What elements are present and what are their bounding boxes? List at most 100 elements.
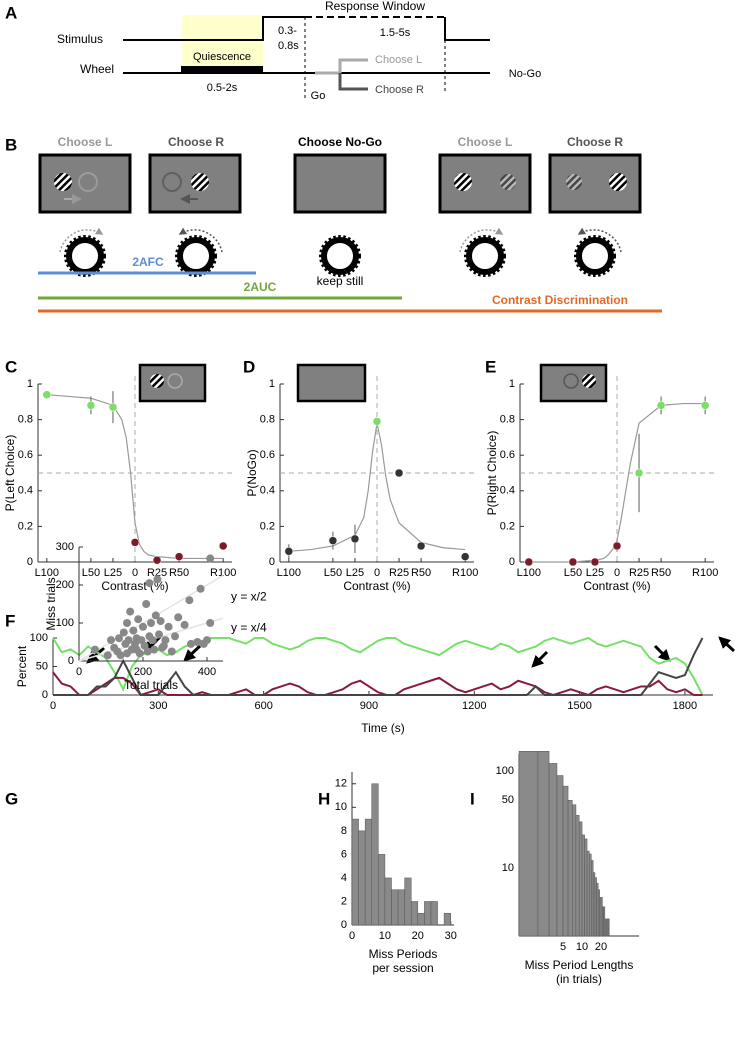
y-tick-label: 1 (27, 378, 33, 390)
x-axis-label: Contrast (%) (583, 579, 650, 593)
x-tick-label: 0 (614, 567, 620, 579)
data-point (196, 584, 205, 593)
data-point (143, 647, 152, 656)
x-tick-label: 0 (50, 700, 56, 712)
data-point (156, 617, 165, 626)
data-point (115, 634, 123, 643)
x-tick-label: R100 (210, 567, 236, 579)
grating (582, 374, 596, 388)
data-point (524, 557, 534, 567)
bar (404, 877, 412, 926)
stimulus-trace (444, 17, 490, 41)
data-point (164, 622, 173, 631)
x-tick-label: 20 (595, 941, 607, 953)
task-label: 2AFC (132, 255, 164, 269)
bar (591, 860, 594, 937)
data-point (148, 636, 157, 645)
arrow (183, 644, 202, 662)
label: Wheel (80, 62, 114, 76)
data-point (180, 620, 189, 629)
screen (438, 153, 532, 214)
task-label: 2AUC (244, 280, 277, 294)
quiescence-box (181, 15, 263, 73)
y-tick-label: 0.6 (500, 449, 515, 461)
data-point (284, 547, 294, 556)
bar (592, 872, 596, 937)
data-point (124, 636, 133, 645)
target-ring (167, 373, 183, 389)
screen-title: Choose No-Go (298, 135, 382, 149)
screen-title: Choose L (458, 135, 513, 149)
x-tick-label: 0 (76, 666, 82, 678)
label: 1.5-5s (380, 27, 411, 39)
x-tick-label: R50 (169, 567, 189, 579)
data-point (107, 636, 115, 645)
insets (138, 363, 608, 403)
y-tick-label: 8 (341, 825, 347, 837)
bar (588, 853, 592, 937)
x-tick-label: R100 (452, 567, 478, 579)
fit-curve (46, 394, 224, 560)
screen (38, 153, 132, 214)
bar (384, 877, 392, 926)
y-axis-label: Percent (15, 645, 29, 687)
y-tick-label: 0 (42, 689, 48, 701)
y-tick-label: 0.4 (260, 485, 275, 497)
y-tick-label: 50 (36, 660, 48, 672)
panel-label: E (485, 357, 496, 376)
arrow (653, 644, 671, 662)
data-point (634, 468, 644, 478)
annotation-arrows (86, 635, 736, 668)
data-point (108, 402, 118, 412)
data-point (152, 555, 162, 565)
screen (293, 153, 387, 214)
y-tick-label: 0.2 (260, 520, 275, 532)
bar (410, 901, 419, 926)
y-tick-label: 0.4 (18, 485, 33, 497)
x-tick-label: L100 (517, 567, 541, 579)
grating (609, 173, 627, 191)
data-point (142, 600, 151, 608)
panel-label: A (5, 3, 17, 22)
data-point (700, 401, 710, 410)
wheel-grip (64, 235, 106, 277)
label: No-Go (509, 68, 541, 80)
label: Choose R (375, 84, 424, 96)
bar (575, 815, 580, 937)
x-tick-label: 1200 (462, 700, 486, 712)
grating (454, 173, 472, 191)
x-tick-label: 0 (374, 567, 380, 579)
data-point (155, 630, 163, 639)
x-tick-label: 600 (254, 700, 272, 712)
x-tick-label: R25 (629, 567, 649, 579)
wheel (576, 237, 614, 275)
x-tick-label: L100 (35, 567, 59, 579)
data-point (372, 417, 382, 426)
x-axis-label: (in trials) (556, 972, 602, 986)
x-tick-label: 10 (576, 941, 588, 953)
data-point (568, 557, 578, 567)
bar (358, 830, 366, 926)
grating (191, 173, 209, 191)
y-tick-label: 0.2 (18, 520, 33, 532)
panel-label: D (243, 357, 255, 376)
wheel-grip (319, 235, 361, 277)
x-axis-label: Miss Periods (369, 947, 438, 961)
task-label: Contrast Discrimination (492, 293, 628, 307)
inset-screen (296, 363, 367, 403)
target-ring (563, 373, 579, 389)
x-tick-label: R50 (651, 567, 671, 579)
x-tick-label: 30 (445, 930, 457, 942)
bar (586, 850, 590, 937)
panel-label: I (470, 789, 475, 808)
bar (430, 901, 438, 926)
panel-label: C (5, 357, 17, 376)
y-tick-label: 100 (30, 632, 48, 644)
y-axis-label: P(Left Choice) (3, 435, 17, 512)
grating (150, 374, 164, 388)
label: Quiescence (193, 51, 251, 63)
arrow (86, 646, 105, 664)
screen-title: Choose L (58, 135, 113, 149)
